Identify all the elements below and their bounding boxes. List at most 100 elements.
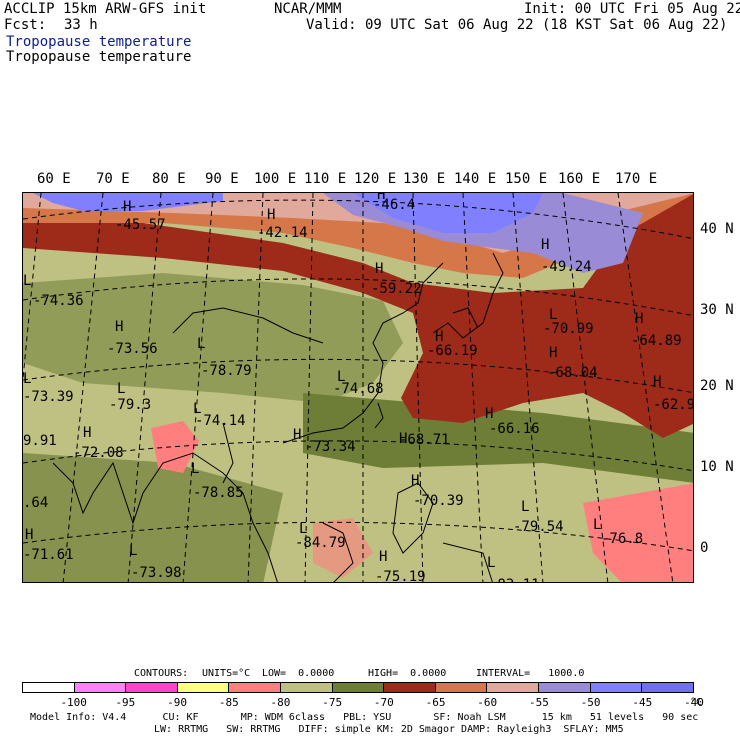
high-marker: H	[379, 549, 387, 565]
lon-label-60e: 60 E	[37, 171, 71, 187]
extremum-value-label: -75.19	[375, 569, 426, 583]
colorbar-swatch	[384, 683, 436, 692]
low-marker: L	[23, 371, 31, 387]
extremum-value-label: -71.61	[23, 547, 74, 563]
low-marker: L	[23, 273, 31, 289]
extremum-value-label: -76.8	[601, 531, 643, 547]
lat-label-0: 0	[700, 540, 709, 556]
colorbar-tick-label: -50	[580, 696, 601, 709]
tropopause-temperature-map: H-45.57H-42.14H-46.4L-74.36H-59.22H-49.2…	[23, 193, 693, 583]
colorbar-tick-label: -90	[167, 696, 187, 709]
extremum-value-label: -79.3	[109, 397, 151, 413]
extremum-value-label: -70.39	[413, 493, 464, 509]
high-marker: H	[435, 329, 443, 345]
high-marker: H	[411, 473, 419, 489]
extremum-value-label: -73.39	[23, 389, 74, 405]
high-marker: H	[267, 207, 275, 223]
extremum-value-label: -46.4	[373, 197, 415, 213]
high-label: HIGH= 0.0000	[368, 668, 447, 679]
colorbar-tick-label: -70	[373, 696, 394, 709]
low-marker: L	[521, 499, 529, 515]
field-title-2: Tropopause temperature	[6, 49, 192, 65]
extremum-value-label: -59.22	[371, 281, 422, 297]
high-marker: H	[293, 427, 301, 443]
extremum-value-label: -83.11	[489, 577, 540, 583]
valid-time: Valid: 09 UTC Sat 06 Aug 22 (18 KST Sat …	[306, 17, 728, 33]
lon-label-110e: 110 E	[304, 171, 347, 187]
extremum-value-label: -74.14	[195, 413, 246, 429]
units-label: UNITS=°C	[202, 668, 251, 679]
high-marker: H	[635, 311, 643, 327]
colorbar-swatch	[177, 683, 230, 692]
extremum-value-label: -66.16	[489, 421, 540, 437]
high-marker: H	[25, 527, 33, 543]
high-marker: H	[399, 431, 407, 447]
colorbar-tick-label: -60	[477, 696, 498, 709]
salmon-patch-pacific	[583, 483, 693, 582]
low-marker: L	[191, 461, 199, 477]
field-title: Tropopause temperature	[6, 34, 192, 50]
extremum-value-label: -72.08	[73, 445, 124, 461]
lat-label-40n: 40 N	[700, 221, 734, 237]
salmon-patch-india	[151, 421, 199, 473]
shaded-regions	[23, 193, 693, 582]
map-panel[interactable]: H -45.57 H -42.14 H -46.4 L -74.36 H -59.22 H -49.2…	[22, 192, 694, 583]
colorbar-tick-label: -100	[60, 696, 87, 709]
blue-patch-west	[33, 193, 223, 211]
extremum-value-label: -49.24	[541, 259, 592, 275]
org-label: NCAR/MMM	[274, 1, 342, 17]
dark-red-band	[23, 194, 693, 438]
high-marker: H	[549, 345, 557, 361]
lon-label-100e: 100 E	[254, 171, 297, 187]
extremum-value-label: -68.04	[547, 365, 598, 381]
colorbar-swatch	[539, 683, 591, 692]
extremum-value-label: -66.19	[427, 343, 478, 359]
extremum-value-label: .64	[23, 495, 48, 511]
lat-label-20n: 20 N	[700, 378, 734, 394]
colorbar-tick-label: -75	[322, 696, 343, 709]
extremum-value-label: -78.85	[193, 485, 244, 501]
lon-label-130e: 130 E	[403, 171, 446, 187]
high-marker: H	[115, 319, 123, 335]
low-marker: L	[193, 401, 201, 417]
high-marker: H	[375, 261, 383, 277]
extremum-value-label: -68.71	[399, 432, 450, 448]
lat-label-30n: 30 N	[700, 302, 734, 318]
low-marker: L	[117, 381, 125, 397]
colorbar-swatch	[642, 683, 693, 692]
extremum-value-label: -74.36	[33, 293, 84, 309]
salmon-patch-south	[313, 518, 373, 578]
low-marker: L	[487, 555, 495, 571]
contours-label: CONTOURS:	[134, 668, 189, 679]
fcst-value: 33 h	[64, 17, 98, 33]
colorbar-tick-label: -95	[115, 696, 136, 709]
lat-label-10n: 10 N	[700, 459, 734, 475]
colorbar-swatch	[590, 683, 643, 692]
color-legend-bar	[22, 682, 694, 693]
lon-label-80e: 80 E	[152, 171, 186, 187]
high-marker: H	[541, 237, 549, 253]
colorbar-unit: °C	[690, 697, 703, 708]
extremum-value-label: -64.89	[631, 333, 682, 349]
interval-label: INTERVAL= 1000.0	[476, 668, 585, 679]
colorbar-swatch	[229, 683, 282, 692]
colorbar-swatch	[126, 683, 178, 692]
extremum-value-label: -73.56	[107, 341, 158, 357]
low-marker: L	[197, 336, 205, 352]
model-info-line: Model Info: V4.4 CU: KF MP: WDM 6class P…	[30, 712, 699, 723]
colorbar-tick-label: -85	[218, 696, 239, 709]
colorbar-tick-label: -55	[528, 696, 549, 709]
lon-label-170e: 170 E	[615, 171, 658, 187]
lon-label-140e: 140 E	[454, 171, 497, 187]
high-marker: H	[485, 406, 493, 422]
low-marker: L	[593, 517, 601, 533]
colorbar-tick-label: -65	[425, 696, 446, 709]
colorbar-swatch	[332, 683, 385, 692]
extremum-value-label: -74.68	[333, 381, 384, 397]
lon-label-150e: 150 E	[505, 171, 548, 187]
low-marker: L	[549, 307, 557, 323]
extremum-value-label: 9.91	[23, 433, 57, 449]
low-label: LOW= 0.0000	[262, 668, 335, 679]
low-marker: L	[129, 543, 137, 559]
high-marker: H	[377, 193, 385, 203]
